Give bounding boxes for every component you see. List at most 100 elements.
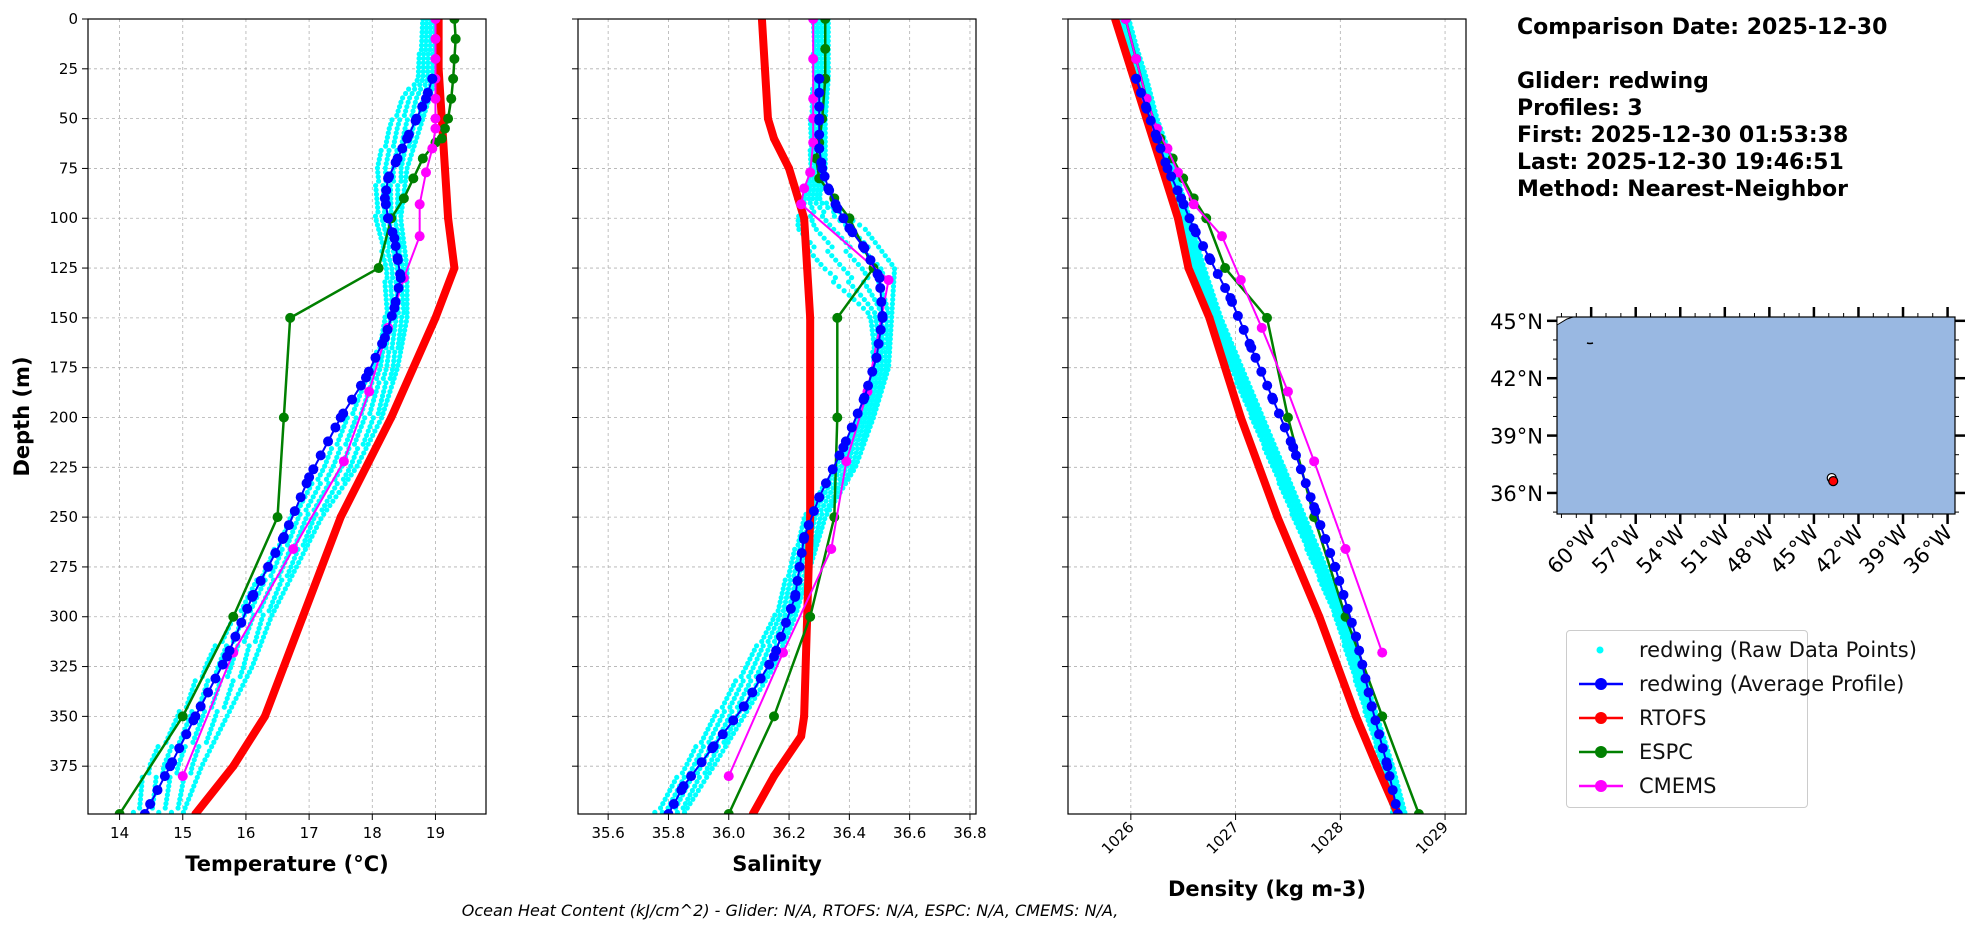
raw-data-point [1152,108,1158,114]
raw-data-point [1311,538,1318,544]
raw-data-point [404,117,410,123]
data-point-espc [443,113,454,124]
data-point-average [1178,199,1189,210]
raw-data-point [1216,310,1222,316]
raw-data-point [402,323,409,329]
raw-data-point [166,779,172,785]
raw-data-point [378,147,384,154]
raw-data-point [358,454,365,460]
raw-data-point [416,55,422,62]
x-tick-label: 36.8 [953,824,986,842]
ohc-footer: Ocean Heat Content (kJ/cm^2) - Glider: N… [461,901,1119,920]
raw-data-point [386,349,392,355]
raw-data-point [316,520,322,526]
data-point-cmems [430,93,441,104]
raw-data-point [693,744,699,750]
raw-data-point [386,125,392,132]
raw-data-point [376,419,382,425]
raw-data-point [837,261,843,268]
raw-data-point [1134,47,1140,53]
data-point-cmems [1188,199,1199,210]
raw-data-point [819,213,826,219]
raw-data-point [674,774,680,780]
data-point-average [747,687,758,698]
raw-data-point [814,257,820,263]
profile-panel-3: 1026 1027 1028 1029 Density (kg m-3) [1062,18,1467,901]
data-point-average [814,73,825,84]
raw-data-point [184,722,190,728]
data-point-rtofs [806,313,815,322]
raw-data-point [848,472,854,478]
raw-data-point [373,218,379,224]
raw-data-point [388,384,394,390]
lon-tick-label: 48°W [1721,520,1779,578]
raw-data-point [378,235,384,241]
data-point-average [203,687,214,698]
data-point-average [167,757,178,768]
raw-data-point [824,86,831,92]
raw-data-point [726,691,732,697]
raw-data-point [387,257,393,263]
raw-data-point [367,437,374,443]
raw-data-point [184,801,190,807]
raw-data-point [861,419,867,425]
raw-data-point [819,511,825,517]
raw-data-point [373,187,379,193]
y-tick-label: 125 [49,259,78,277]
data-point-espc [177,711,188,722]
raw-data-point [425,69,431,75]
data-point-average [1220,282,1231,293]
raw-data-point [293,520,299,526]
plot-area [652,19,898,814]
raw-data-point [390,336,396,342]
raw-data-point [377,152,383,158]
raw-data-point [841,288,847,294]
raw-data-point [1194,239,1200,246]
raw-data-point [816,520,822,526]
raw-data-point [830,279,837,285]
raw-data-point [375,169,381,176]
raw-data-point [411,82,417,88]
raw-data-point [301,520,307,526]
data-point-espc [805,611,816,622]
raw-data-point [423,47,429,53]
legend: redwing (Raw Data Points) redwing (Averag… [1566,630,1917,808]
raw-data-point [775,608,781,614]
raw-data-point [240,665,246,671]
raw-data-point [785,630,791,636]
raw-data-point [1151,104,1157,110]
raw-data-point [652,809,658,814]
raw-data-point [259,616,265,623]
raw-data-point [280,590,286,596]
raw-data-point [787,577,794,583]
data-point-espc [114,809,125,814]
raw-data-point [698,783,704,789]
data-point-average [283,520,294,531]
raw-data-point [874,402,880,408]
raw-data-point [791,616,797,623]
raw-data-point [386,147,392,154]
raw-data-point [276,599,282,605]
raw-data-point [747,656,753,662]
raw-data-point [750,665,756,671]
raw-data-point [420,69,426,75]
raw-data-point [370,415,376,421]
raw-data-point [815,524,821,531]
raw-data-point [715,722,721,728]
raw-data-point [321,511,327,517]
raw-data-point [205,735,211,741]
raw-data-point [194,774,200,780]
raw-data-point [741,691,747,697]
raw-data-point [1386,752,1392,759]
raw-data-point [751,647,757,653]
data-point-rtofs [757,19,766,23]
raw-data-point [309,520,315,526]
raw-data-point [174,765,181,772]
raw-data-point [749,652,755,658]
legend-label-raw: redwing (Raw Data Points) [1639,638,1917,662]
raw-data-point [168,809,175,814]
raw-data-point [397,353,403,360]
raw-data-point [401,112,407,119]
raw-data-point [806,196,812,202]
raw-data-point [817,231,823,237]
